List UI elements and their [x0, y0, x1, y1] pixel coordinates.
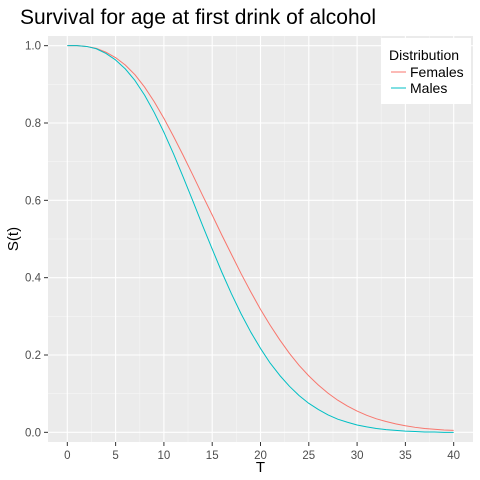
x-axis: 0 5 10 15 20 25 30 35 40 — [64, 442, 460, 462]
series-layer — [67, 45, 454, 433]
x-tick-label: 35 — [399, 450, 412, 462]
x-tick-label: 5 — [112, 450, 118, 462]
y-tick-label: 0.6 — [25, 195, 41, 207]
y-tick-label: 1.0 — [25, 41, 41, 53]
x-tick-label: 30 — [351, 450, 364, 462]
y-tick-label: 0.4 — [25, 273, 42, 285]
x-tick-label: 15 — [206, 450, 219, 462]
series-line-females — [67, 45, 454, 431]
legend-label-females: Females — [410, 64, 464, 80]
y-axis-label: S(t) — [5, 227, 22, 251]
x-tick-label: 25 — [302, 450, 315, 462]
x-tick-label: 10 — [158, 450, 171, 462]
x-tick-label: 0 — [64, 450, 70, 462]
legend-title: Distribution — [389, 47, 459, 63]
x-tick-label: 40 — [447, 450, 460, 462]
legend-label-males: Males — [410, 80, 447, 96]
legend-background — [381, 38, 471, 104]
y-tick-label: 0.8 — [25, 118, 41, 130]
major-gridlines — [48, 36, 473, 442]
y-tick-label: 0.0 — [25, 427, 41, 439]
series-line-males — [67, 45, 454, 433]
y-tick-label: 0.2 — [25, 350, 41, 362]
x-axis-label: T — [256, 459, 265, 476]
x-tick-label: 20 — [254, 450, 267, 462]
y-axis: 0.0 0.2 0.4 0.6 0.8 1.0 — [25, 41, 48, 439]
chart-title: Survival for age at first drink of alcoh… — [20, 6, 376, 29]
